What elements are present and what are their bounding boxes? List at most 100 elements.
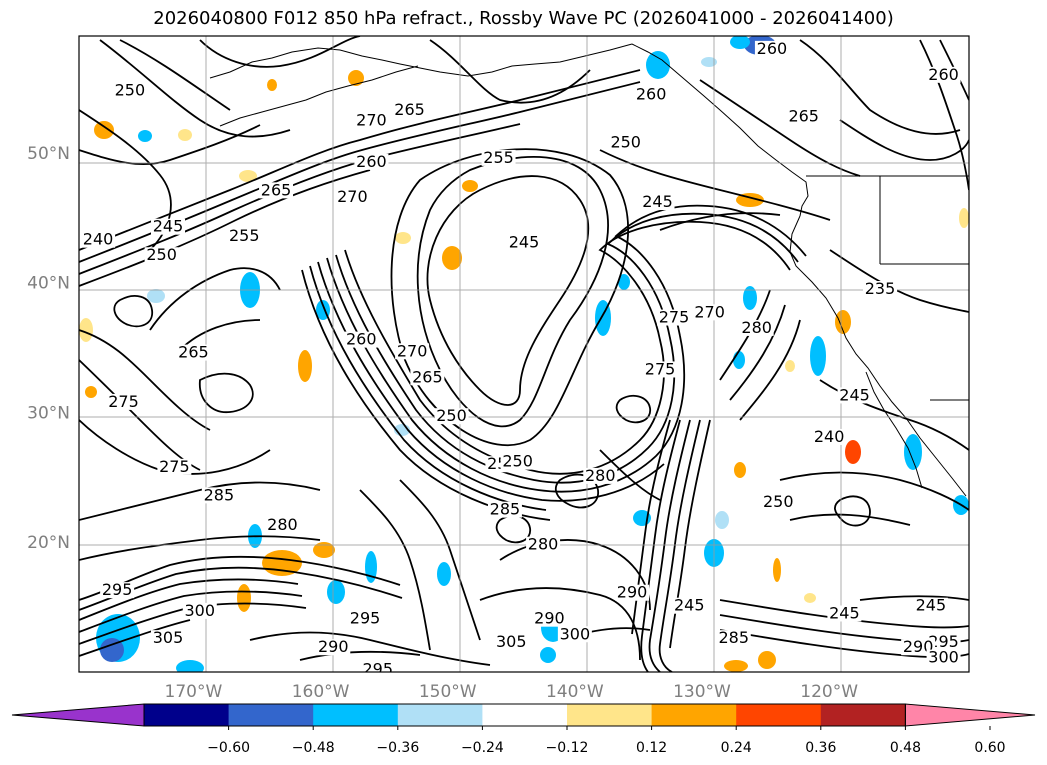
contour-label-bg [410, 369, 445, 386]
contour-line [829, 249, 969, 313]
contour-label-bg [716, 630, 751, 647]
x-tick-label: 170°W [165, 682, 223, 702]
colorbar-swatch [567, 704, 653, 726]
contour-label-bg [761, 493, 796, 510]
shade-blob [100, 638, 124, 662]
contour-label-bg [81, 231, 116, 248]
contour-label-bg [112, 82, 147, 99]
contour-line [729, 304, 786, 401]
contour-line [79, 481, 321, 521]
contour-label-bg [316, 639, 351, 656]
contour-label: 255 [229, 226, 260, 245]
shade-blob [845, 440, 861, 464]
contour-label: 275 [645, 359, 676, 378]
shade-blob [758, 651, 776, 669]
colorbar-label: −0.48 [292, 740, 335, 756]
colorbar-label: 0.48 [890, 740, 921, 756]
colorbar-swatch [651, 704, 737, 726]
shade-blob [147, 289, 165, 303]
y-tick-label: 40°N [27, 274, 70, 294]
contour-label: 295 [102, 580, 133, 599]
contour-label: 245 [839, 385, 870, 404]
contour-label-bg [151, 630, 185, 647]
contour-label: 285 [490, 500, 521, 519]
contour-label-bg [354, 153, 389, 170]
contour-label: 280 [585, 466, 616, 485]
contour-label-bg [144, 247, 179, 264]
contour-line [79, 124, 261, 166]
contour-line [669, 419, 711, 649]
shading-layer [79, 36, 969, 672]
colorbar-label: −0.24 [461, 740, 504, 756]
contour-line [839, 119, 969, 161]
contour-line [699, 79, 861, 177]
contour-label: 305 [496, 632, 527, 651]
contour-line [309, 265, 547, 511]
coastline [631, 43, 809, 217]
contour-label: 290 [534, 609, 565, 628]
contour-label-bg [487, 501, 522, 518]
shade-blob [327, 580, 345, 604]
shade-blob [804, 593, 816, 603]
colorbar-swatch [482, 704, 568, 726]
contour-line [599, 449, 661, 501]
colorbar-swatch [820, 704, 906, 726]
contour-line [789, 513, 911, 526]
contour-label: 290 [903, 637, 934, 656]
contour-label-bg [827, 605, 862, 622]
colorbar-swatch [144, 704, 230, 726]
contour-label-bg [507, 234, 541, 251]
colorbar-swatch [397, 704, 483, 726]
contour-label: 250 [763, 492, 794, 511]
contour-label-bg [182, 602, 217, 619]
contour-line [658, 419, 701, 672]
contour-label-bg [348, 610, 383, 627]
contour-label: 275 [108, 392, 139, 411]
contour-label-bg [157, 458, 192, 475]
colorbar-label: −0.36 [376, 740, 419, 756]
contour-label: 245 [509, 232, 540, 251]
x-tick-label: 150°W [419, 682, 477, 702]
shade-blob [348, 70, 364, 86]
contour-label-bg [265, 517, 300, 534]
contour-line [359, 489, 431, 651]
shade-blob [618, 274, 630, 290]
plot-frame [78, 35, 970, 673]
contour-line [199, 372, 254, 413]
colorbar-label: 0.36 [805, 740, 836, 756]
x-tick-label: 120°W [800, 682, 858, 702]
contour-line [648, 419, 691, 672]
contour-line [495, 514, 531, 544]
contour-line [719, 599, 969, 629]
contour-line [429, 39, 591, 104]
contour-label: 250 [610, 132, 641, 151]
shade-blob [138, 130, 152, 142]
contour-label: 270 [397, 341, 428, 360]
contour-label: 295 [350, 609, 381, 628]
colorbar-swatch [313, 704, 399, 726]
contour-label: 295 [363, 659, 394, 678]
contour-label-bg [615, 584, 650, 601]
shade-blob [959, 208, 969, 228]
colorbar-swatch [228, 704, 314, 726]
contour-line [179, 319, 261, 351]
contour-label: 285 [204, 485, 235, 504]
contour-line [149, 267, 281, 331]
contour-label-bg [106, 393, 141, 410]
y-tick-labels: 50°N 40°N 30°N 20°N [27, 144, 70, 553]
shade-blob [176, 660, 204, 672]
contour-label-bg [201, 487, 236, 504]
contour-line [426, 175, 590, 406]
contour-label: 265 [394, 100, 425, 119]
grid-lines [79, 36, 969, 672]
contour-label-bg [926, 66, 961, 83]
contour-label: 245 [642, 192, 673, 211]
contour-line [799, 39, 961, 135]
shade-blob [395, 232, 411, 244]
colorbar-label: −0.60 [207, 740, 250, 756]
shade-blob [442, 246, 462, 270]
contour-label: 245 [674, 596, 705, 615]
contour-label-bg [837, 387, 872, 404]
colorbar-swatch [736, 704, 822, 726]
contour-line [599, 149, 831, 221]
